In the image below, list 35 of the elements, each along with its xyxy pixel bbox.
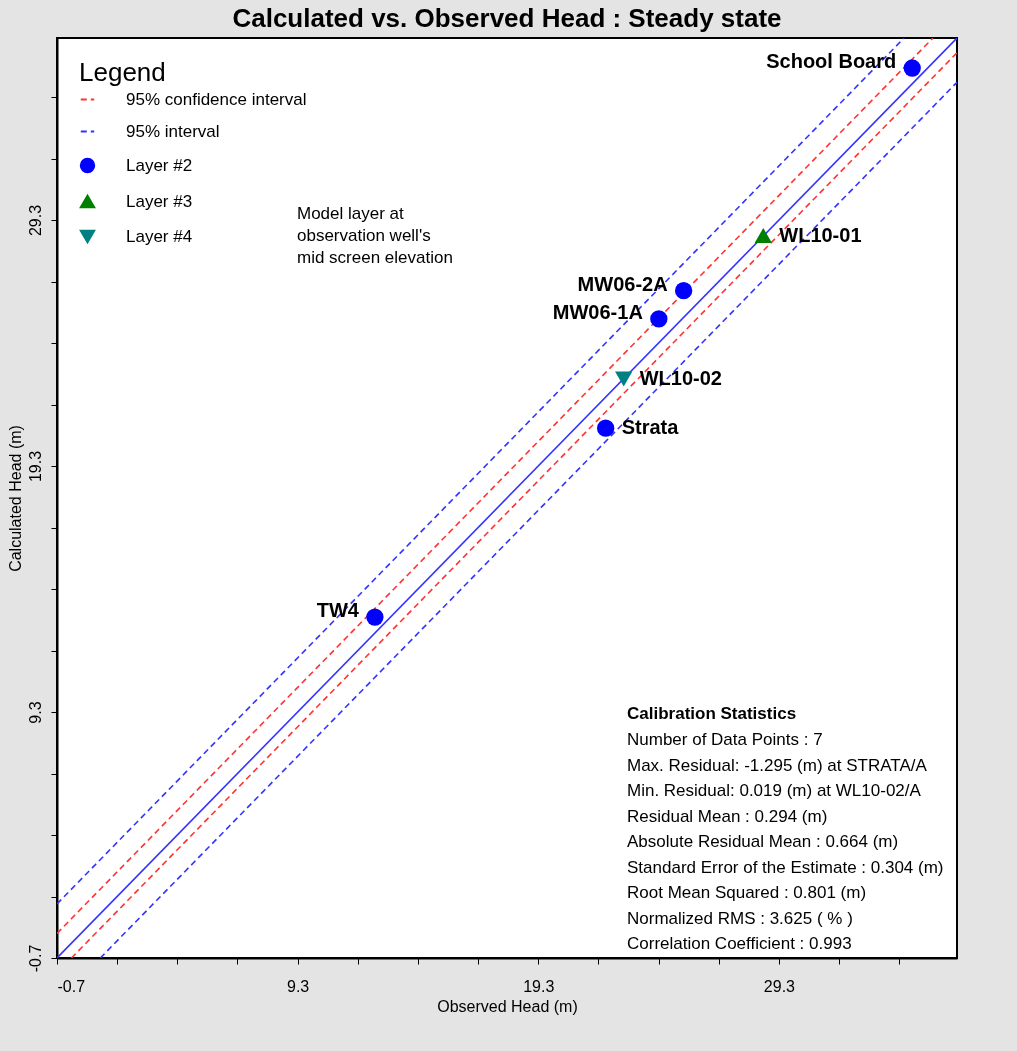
x-tick-label: 29.3 [763,977,796,995]
annotation: School Board [766,50,897,73]
annotation: TW4 [316,599,360,622]
annotation: Correlation Coefficient : 0.993 [627,934,852,953]
annotation: MW06-2A [577,272,668,295]
x-axis-title: Observed Head (m) [437,997,578,1015]
y-axis-title: Calculated Head (m) [6,425,24,572]
annotation: Root Mean Squared : 0.801 (m) [627,883,867,902]
legend-label: Layer #4 [126,226,193,246]
annotation: Absolute Residual Mean : 0.664 (m) [627,832,899,851]
legend-title: Legend [79,57,166,87]
annotation: Standard Error of the Estimate : 0.304 (m) [627,857,944,877]
annotation: Calibration Statistics [627,704,797,723]
y-tick-label: 9.3 [26,701,44,724]
legend-label: 95% confidence interval [126,89,307,109]
y-tick-label: 29.3 [26,204,44,237]
annotation: Normalized RMS : 3.625 ( % ) [627,908,853,928]
annotation: MW06-1A [552,300,643,323]
legend-label: Layer #2 [126,155,193,175]
chart-title: Calculated vs. Observed Head : Steady state [232,3,782,33]
annotation: Strata [621,416,680,439]
annotation: Model layer at observation well's mid screen elevation [297,204,453,267]
annotation: WL10-02 [639,366,722,389]
legend-label: Layer #3 [126,191,193,211]
annotation: Residual Mean : 0.294 (m) [627,806,828,826]
annotation: Max. Residual: -1.295 (m) at STRATA/A [627,755,928,775]
x-tick-label: 9.3 [287,977,310,995]
legend-label: 95% interval [126,121,220,141]
x-tick-label: -0.7 [57,977,86,995]
annotation: Min. Residual: 0.019 (m) at WL10-02/A [627,781,922,800]
annotation: Number of Data Points : 7 [627,730,823,749]
y-tick-label: -0.7 [26,944,44,973]
y-tick-label: 19.3 [26,450,44,483]
annotation: WL10-01 [779,223,862,246]
x-tick-label: 19.3 [523,977,555,995]
